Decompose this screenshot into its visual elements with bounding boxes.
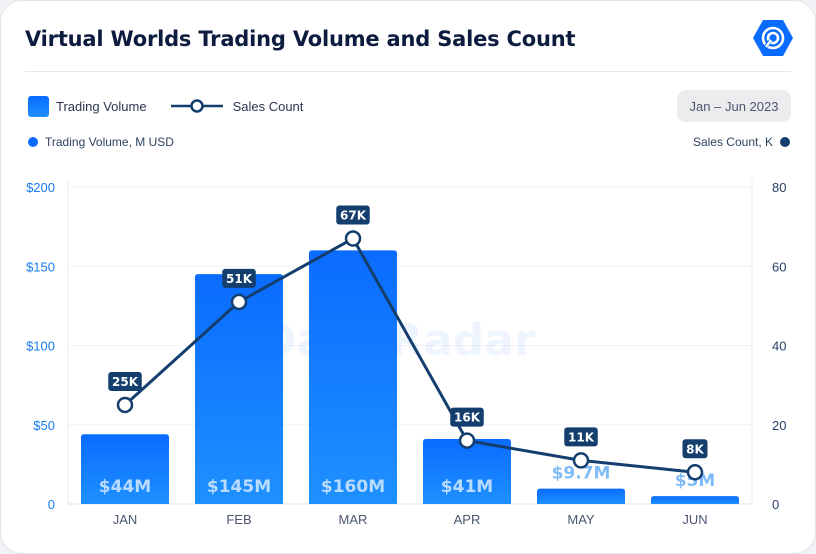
chart-title: Virtual Worlds Trading Volume and Sales … [25, 27, 576, 51]
point-label-bg [564, 427, 598, 447]
bar-mar [309, 250, 397, 504]
bar-apr [423, 439, 511, 504]
watermark: DappRadar [260, 315, 536, 366]
bar-jan [81, 434, 169, 504]
left-axis-tick: $100 [26, 339, 55, 354]
right-axis-tick: 40 [772, 339, 786, 354]
x-axis-tick: MAR [339, 512, 368, 527]
point-value-label: 51K [226, 272, 253, 286]
x-axis-tick: APR [454, 512, 481, 527]
point-value-label: 67K [340, 209, 367, 223]
point-value-label: 25K [112, 375, 139, 389]
legend-line-marker-icon [170, 99, 223, 113]
sales-count-point [686, 464, 704, 481]
bar-value-label: $145M [207, 477, 271, 497]
point-value-label: 11K [568, 430, 595, 444]
bar-value-label: $5M [675, 471, 716, 491]
point-label-bg [108, 371, 142, 391]
point-value-label: 8K [686, 442, 704, 456]
x-axis-tick: JAN [113, 512, 138, 527]
right-axis-title-text: Sales Count, K [692, 135, 773, 149]
sales-count-point [230, 293, 248, 311]
bar-feb [195, 274, 283, 504]
sales-count-line [123, 237, 696, 474]
x-axis-tick: FEB [226, 512, 251, 527]
left-axis-tick: $50 [33, 418, 55, 433]
sales-count-point [116, 396, 134, 414]
dappradar-logo-icon[interactable] [753, 20, 793, 56]
sales-count-point [572, 452, 590, 469]
left-axis-title-text: Trading Volume, M USD [45, 135, 174, 149]
chart-legend: Trading Volume Sales Count [28, 95, 327, 117]
bar-value-label: $41M [441, 477, 493, 497]
left-axis-dot-icon [28, 137, 38, 147]
left-axis-tick: 0 [48, 497, 55, 512]
point-label-bg [222, 268, 256, 288]
legend-bar-swatch [28, 95, 49, 117]
x-axis-tick: MAY [567, 512, 595, 527]
legend-bar-label: Trading Volume [56, 98, 147, 114]
bar-value-label: $44M [99, 477, 151, 497]
point-label-bg [450, 407, 484, 427]
point-label-bg [336, 205, 370, 225]
point-value-label: 16K [454, 411, 481, 425]
date-range-selector[interactable]: Jan – Jun 2023 [677, 90, 791, 122]
left-axis-tick: $200 [26, 180, 55, 195]
left-axis-tick: $150 [26, 259, 55, 274]
right-axis-tick: 80 [772, 180, 786, 195]
bar-value-label: $9.7M [552, 464, 611, 484]
right-axis-title: Sales Count, K [693, 135, 790, 149]
right-axis-tick: 0 [772, 497, 779, 512]
x-axis-tick: JUN [682, 512, 707, 527]
legend-line-label: Sales Count [232, 98, 304, 114]
right-axis-tick: 60 [772, 259, 786, 274]
bar-value-label: $160M [321, 477, 385, 497]
bar-jun [651, 496, 739, 504]
point-label-bg [682, 439, 708, 459]
sales-count-point [344, 230, 362, 247]
left-axis-title: Trading Volume, M USD [28, 135, 174, 149]
bar-may [537, 488, 625, 504]
right-axis-tick: 20 [772, 418, 786, 433]
sales-count-point [458, 432, 476, 449]
right-axis-dot-icon [780, 137, 790, 147]
header-divider [25, 71, 791, 72]
